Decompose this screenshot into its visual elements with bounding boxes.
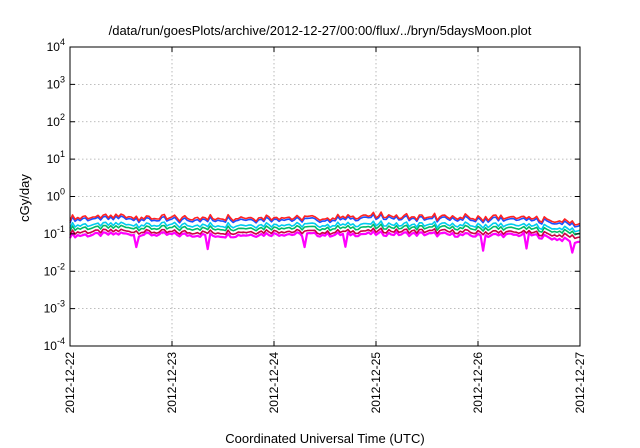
x-tick-label: 2012-12-26 xyxy=(471,352,485,414)
y-tick-label: 10-3 xyxy=(44,299,65,316)
y-axis: 10-4 10-3 10-2 10-1 100 101 102 103 104 xyxy=(44,37,580,353)
y-tick-label: 10-1 xyxy=(44,224,65,241)
chart-title: /data/run/goesPlots/archive/2012-12-27/0… xyxy=(109,23,532,38)
y-tick-label: 10-4 xyxy=(44,336,65,353)
x-tick-label: 2012-12-27 xyxy=(573,352,587,414)
x-tick-label: 2012-12-23 xyxy=(165,352,179,414)
x-tick-label: 2012-12-22 xyxy=(63,352,77,414)
y-tick-label: 102 xyxy=(47,112,65,129)
x-axis-label: Coordinated Universal Time (UTC) xyxy=(225,431,424,446)
y-tick-label: 101 xyxy=(47,149,65,166)
y-tick-label: 104 xyxy=(47,37,65,54)
x-tick-label: 2012-12-24 xyxy=(267,352,281,414)
y-tick-label: 103 xyxy=(47,74,65,91)
y-axis-label: cGy/day xyxy=(17,174,32,222)
grid xyxy=(70,47,580,346)
series-line xyxy=(69,223,581,236)
y-tick-label: 10-2 xyxy=(44,261,65,278)
series-line xyxy=(69,213,581,228)
series-line xyxy=(69,227,581,240)
series-layer xyxy=(69,211,581,254)
series-line xyxy=(69,220,581,233)
series-line xyxy=(69,211,581,226)
y-tick-label: 100 xyxy=(47,187,65,204)
series-line xyxy=(69,230,581,254)
x-axis: 2012-12-22 2012-12-23 2012-12-24 2012-12-25… xyxy=(63,47,587,413)
x-tick-label: 2012-12-25 xyxy=(369,352,383,414)
